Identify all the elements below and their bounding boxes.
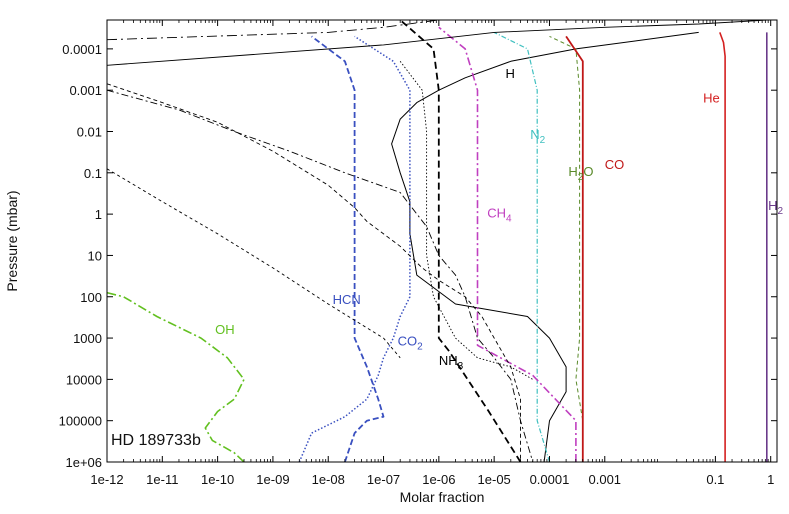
label-n2: N2 <box>530 127 545 146</box>
y-tick-label: 0.01 <box>77 125 102 140</box>
label-oh: OH <box>215 322 235 337</box>
y-tick-label: 0.1 <box>84 166 102 181</box>
series-line-unlabeled-11 <box>107 89 534 462</box>
series-line-h <box>391 31 699 462</box>
label-ch4: CH4 <box>487 205 512 224</box>
label-h2o: H2O <box>568 164 593 183</box>
x-axis-label: Molar fraction <box>400 489 485 505</box>
y-tick-label: 100000 <box>59 414 102 429</box>
series-line-oh <box>107 291 245 462</box>
label-nh3: NH3 <box>439 353 464 372</box>
label-co2: CO2 <box>398 333 424 352</box>
species-labels: H He N2 H2O CO H2 CH4 HCN CO2 NH3 OH <box>215 66 783 372</box>
series-line-co <box>565 35 584 462</box>
y-axis-label: Pressure (mbar) <box>4 190 20 291</box>
x-tick-label: 1e-06 <box>422 472 455 487</box>
x-tick-label: 1e-12 <box>90 472 123 487</box>
y-axis: 0.0001 0.001 0.01 0.1 1 10 100 1000 10000 100000 1… <box>59 42 777 470</box>
y-tick-label: 1000 <box>73 331 102 346</box>
label-h: H <box>505 66 514 81</box>
series-line-co2 <box>298 35 411 462</box>
x-tick-label: 0.001 <box>589 472 622 487</box>
y-tick-label: 0.001 <box>69 83 102 98</box>
y-tick-label: 100 <box>80 290 102 305</box>
series-line-n2 <box>493 31 551 462</box>
plot-frame <box>106 19 778 463</box>
series-line-unlabeled-16 <box>107 20 769 66</box>
x-tick-label: 0.0001 <box>530 472 570 487</box>
series-line-unlabeled-13 <box>107 168 401 359</box>
x-tick-label: 1e-09 <box>256 472 289 487</box>
label-hcn: HCN <box>333 292 361 307</box>
series-line-hcn <box>311 35 385 462</box>
series-line-unlabeled-12 <box>107 83 521 462</box>
x-tick-label: 1e-08 <box>312 472 345 487</box>
y-tick-label: 10 <box>88 248 102 263</box>
x-axis: 1e-12 1e-11 1e-10 1e-09 1e-08 1e-07 1e-06 1e-05… <box>90 20 774 487</box>
planet-label: HD 189733b <box>111 432 201 449</box>
x-tick-label: 1e-11 <box>146 472 178 487</box>
x-tick-label: 1e-07 <box>367 472 400 487</box>
y-tick-label: 1 <box>95 207 102 222</box>
series-line-ch4 <box>438 26 577 462</box>
series-line-h2o <box>549 35 584 462</box>
label-h2: H2 <box>768 198 783 217</box>
x-tick-label: 1 <box>767 472 774 487</box>
y-tick-label: 1e+06 <box>65 455 102 470</box>
series-line-unlabeled-15 <box>107 20 439 41</box>
series-line-nh3 <box>399 20 522 462</box>
x-tick-label: 0.1 <box>706 472 724 487</box>
series-line-he <box>719 32 726 462</box>
label-he: He <box>703 91 720 106</box>
series-layer <box>107 20 769 462</box>
x-tick-label: 1e-05 <box>478 472 511 487</box>
y-tick-label: 0.0001 <box>62 42 102 57</box>
x-tick-label: 1e-10 <box>201 472 234 487</box>
y-tick-label: 10000 <box>66 372 102 387</box>
series-line-unlabeled-14 <box>399 61 534 380</box>
label-co: CO <box>605 157 625 172</box>
